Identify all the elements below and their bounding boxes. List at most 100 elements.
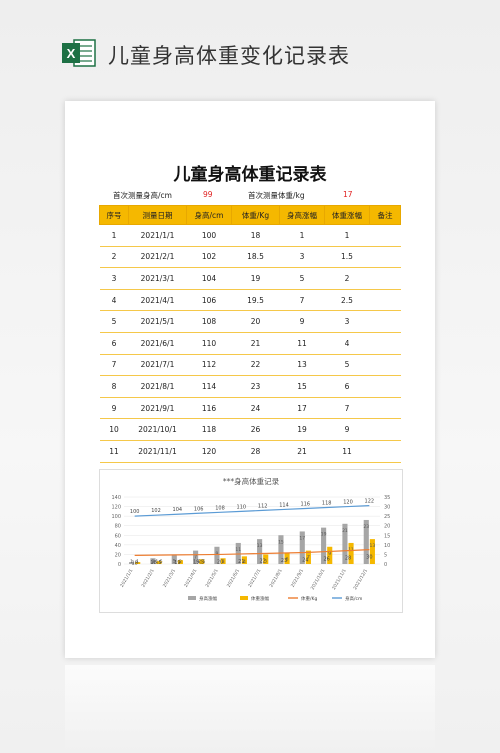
table-cell: 3 <box>99 267 129 290</box>
weight-gain-bar <box>284 552 290 564</box>
x-tick-label: 2021/11/1 <box>331 568 348 591</box>
table-cell: 5 <box>324 354 370 377</box>
weight-gain-bar <box>369 539 375 564</box>
x-tick-label: 2021/12/1 <box>352 568 369 591</box>
weight-line <box>134 549 370 556</box>
table-cell: 108 <box>186 310 232 333</box>
weight-data-label: 22 <box>259 558 265 564</box>
weight-data-label: 20 <box>217 559 223 565</box>
right-tick-label: 20 <box>384 524 390 530</box>
table-cell <box>369 289 401 312</box>
weight-gain-bar <box>199 559 205 564</box>
height-data-label: 102 <box>151 508 161 514</box>
table-cell <box>369 332 401 355</box>
table-cell: 1 <box>279 224 325 247</box>
table-cell: 11 <box>324 440 370 463</box>
table-cell: 1 <box>324 224 370 247</box>
excel-icon: X <box>62 39 96 67</box>
table-row: 8 2021/8/1 114 23 15 6 <box>99 375 401 398</box>
table-cell: 18 <box>231 224 280 247</box>
table-cell: 118 <box>186 418 232 441</box>
weight-gain-label: 13 <box>370 543 376 549</box>
height-gain-label: 1 <box>130 559 133 565</box>
column-header: 序号 <box>99 205 129 225</box>
table-cell: 4 <box>99 289 129 312</box>
table-cell: 3 <box>324 310 370 333</box>
table-cell: 17 <box>279 397 325 420</box>
legend-label: 体重/Kg <box>301 595 317 602</box>
table-cell: 2021/7/1 <box>128 354 187 377</box>
right-tick-label: 10 <box>384 543 390 549</box>
column-header: 身高/cm <box>186 205 232 225</box>
table-cell <box>369 224 401 247</box>
weight-gain-label: 9 <box>328 551 331 557</box>
table-cell: 100 <box>186 224 232 247</box>
weight-gain-label: 7 <box>307 555 310 561</box>
x-tick-label: 2021/2/1 <box>140 568 155 589</box>
table-row: 11 2021/11/1 120 28 21 11 <box>99 440 401 463</box>
left-tick-label: 120 <box>111 505 121 511</box>
weight-gain-bar <box>220 558 226 564</box>
right-tick-label: 30 <box>384 505 390 511</box>
x-tick-label: 2021/8/1 <box>268 568 283 589</box>
column-header: 测量日期 <box>128 205 187 225</box>
height-data-label: 122 <box>365 499 375 505</box>
table-row: 10 2021/10/1 118 26 19 9 <box>99 418 401 441</box>
height-gain-bar <box>171 554 177 564</box>
left-tick-label: 60 <box>115 533 121 539</box>
table-cell: 2021/4/1 <box>128 289 187 312</box>
table-cell: 7 <box>99 354 129 377</box>
weight-gain-label: 1 <box>136 559 139 565</box>
weight-data-label: 19 <box>174 560 180 566</box>
height-gain-label: 21 <box>342 528 348 534</box>
height-data-label: 100 <box>130 509 140 515</box>
first-height-value: 99 <box>203 190 213 199</box>
height-data-label: 108 <box>215 505 225 511</box>
table-cell: 21 <box>231 332 280 355</box>
x-tick-label: 2021/4/1 <box>183 568 198 589</box>
x-tick-label: 2021/1/1 <box>119 568 134 589</box>
table-cell <box>369 246 401 269</box>
height-gain-label: 13 <box>257 543 263 549</box>
height-data-label: 116 <box>301 501 311 507</box>
weight-gain-bar <box>241 556 247 564</box>
table-cell: 106 <box>186 289 232 312</box>
weight-data-label: 30 <box>366 555 372 561</box>
column-header: 备注 <box>369 205 401 225</box>
weight-gain-bar <box>348 542 354 564</box>
table-cell: 26 <box>231 418 280 441</box>
left-tick-label: 0 <box>118 562 121 568</box>
table-row: 7 2021/7/1 112 22 13 5 <box>99 354 401 377</box>
table-cell: 10 <box>99 418 129 441</box>
height-gain-bar <box>363 519 369 564</box>
weight-data-label: 18.5 <box>150 560 161 566</box>
height-gain-label: 17 <box>299 535 305 541</box>
legend-swatch <box>240 596 248 600</box>
table-cell: 21 <box>279 440 325 463</box>
table-row: 6 2021/6/1 110 21 11 4 <box>99 332 401 355</box>
table-cell: 7 <box>324 397 370 420</box>
table-cell: 2021/11/1 <box>128 440 187 463</box>
table-cell: 102 <box>186 246 232 269</box>
height-gain-bar <box>299 531 305 564</box>
legend-swatch <box>188 596 196 600</box>
weight-gain-bar <box>135 562 141 564</box>
height-gain-label: 15 <box>278 539 284 545</box>
weight-gain-label: 6 <box>286 557 289 563</box>
height-gain-label: 19 <box>321 532 327 538</box>
height-data-label: 104 <box>173 507 183 513</box>
table-cell: 8 <box>99 375 129 398</box>
table-cell <box>369 418 401 441</box>
table-cell: 19.5 <box>231 289 280 312</box>
height-gain-bar <box>278 535 284 564</box>
x-tick-label: 2021/10/1 <box>310 568 327 591</box>
weight-gain-label: 1.5 <box>155 559 162 565</box>
table-cell: 2021/3/1 <box>128 267 187 290</box>
table-cell: 20 <box>231 310 280 333</box>
table-cell: 2021/5/1 <box>128 310 187 333</box>
table-cell: 2021/1/1 <box>128 224 187 247</box>
table-cell: 2021/8/1 <box>128 375 187 398</box>
table-cell: 112 <box>186 354 232 377</box>
left-tick-label: 80 <box>115 524 121 530</box>
legend-label: 身高涨幅 <box>199 595 217 602</box>
